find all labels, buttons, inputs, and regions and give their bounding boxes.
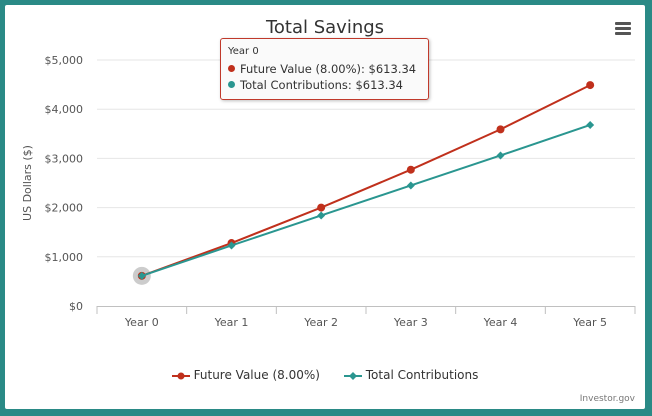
x-tick-label: Year 5 [572,316,607,329]
y-axis-title: US Dollars ($) [21,145,34,221]
data-point [496,151,505,160]
legend-item-future-value[interactable]: Future Value (8.00%) [171,368,320,382]
chart-tooltip: Year 0 Future Value (8.00%): $613.34 Tot… [220,38,429,100]
tooltip-dot-icon [228,81,235,88]
data-point [137,271,146,280]
tooltip-row-future-value: Future Value (8.00%): $613.34 [228,62,416,76]
tooltip-dot-icon [228,65,235,72]
chart-container: Total Savings $0 $1,000 $2,000 $3,000 $4,000… [5,5,645,409]
tooltip-label-contributions: Total Contributions: $613.34 [240,78,403,92]
credit-link[interactable]: Investor.gov [579,394,635,404]
y-tick-label: $1,000 [45,251,84,264]
x-tick-label: Year 1 [214,316,249,329]
data-point [586,120,595,129]
chart-plot: $0 $1,000 $2,000 $3,000 $4,000 $5,000 Year 0 Ye… [21,54,636,329]
x-tick-label: Year 4 [483,316,518,329]
data-point [586,81,595,90]
legend-item-contributions[interactable]: Total Contributions [343,368,479,382]
data-point [406,181,415,190]
tooltip-label-future-value: Future Value (8.00%): $613.34 [240,62,417,76]
x-tick-label: Year 3 [393,316,428,329]
series-line [141,84,591,277]
legend-label-future-value: Future Value (8.00%) [193,368,320,382]
data-point [496,125,505,134]
x-tick-label: Year 2 [303,316,338,329]
chart-legend: Future Value (8.00%) Total Contributions [5,368,645,382]
legend-diamond-marker-icon [343,372,362,380]
x-tick-label: Year 0 [124,316,159,329]
data-point [227,241,236,250]
chart-title: Total Savings [265,17,385,38]
y-tick-label: $4,000 [45,103,84,116]
tooltip-header: Year 0 [228,46,259,57]
data-point [317,203,326,212]
legend-circle-marker-icon [171,372,190,380]
data-point [317,211,326,220]
legend-label-contributions: Total Contributions [365,368,479,382]
y-tick-label: $5,000 [45,54,84,67]
tooltip-row-contributions: Total Contributions: $613.34 [228,78,403,92]
data-point [406,165,415,174]
y-tick-label: $3,000 [45,152,84,165]
hamburger-menu-icon[interactable] [612,20,634,38]
series-line [141,123,591,277]
y-tick-label: $2,000 [45,202,84,215]
y-tick-label: $0 [69,300,83,313]
